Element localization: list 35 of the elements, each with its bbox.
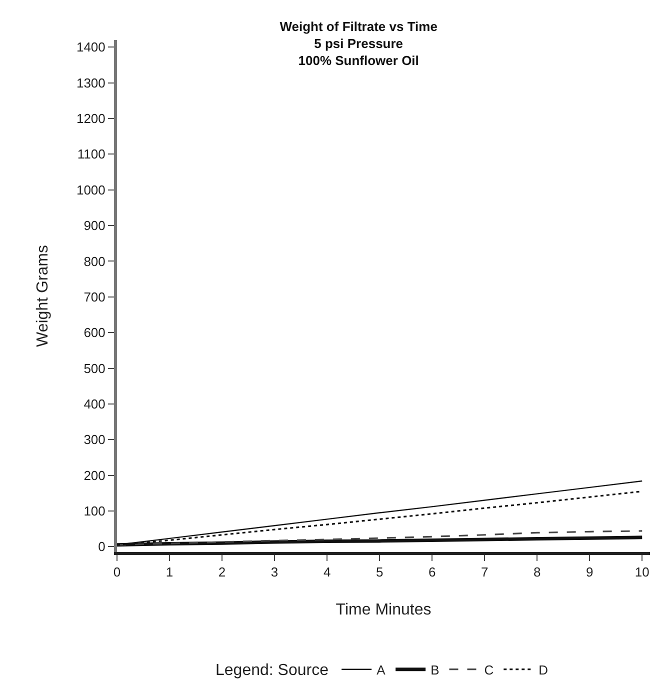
x-tick-label: 4 — [323, 564, 331, 580]
y-tick-label: 100 — [84, 504, 106, 519]
x-tick-label: 8 — [533, 564, 541, 580]
y-tick-label: 700 — [84, 289, 106, 304]
y-tick-label: 1100 — [77, 146, 106, 162]
x-tick-label: 2 — [218, 564, 226, 580]
x-axis-title: Time Minutes — [336, 601, 432, 618]
legend-label: A — [376, 662, 386, 678]
y-tick-label: 800 — [84, 254, 106, 269]
y-tick-label: 1000 — [76, 182, 106, 198]
x-tick-label: 5 — [376, 564, 384, 580]
x-tick-label: 3 — [270, 564, 278, 580]
y-tick-label: 1400 — [76, 40, 106, 55]
chart-title: Weight of Filtrate vs Time 5 psi Pressure 100% Sunflower Oil — [280, 18, 438, 68]
y-tick-label: 600 — [84, 325, 106, 340]
y-tick-label: 1300 — [76, 75, 106, 90]
y-tick-label: 900 — [84, 218, 106, 234]
legend-title: Legend: Source — [216, 662, 329, 680]
x-tick-label: 0 — [113, 564, 121, 580]
legend-label: C — [484, 662, 494, 678]
x-tick-label: 9 — [586, 564, 594, 580]
y-axis-title: Weight Grams — [34, 245, 52, 347]
x-tick-label: 6 — [428, 564, 436, 580]
line-series — [117, 530, 643, 546]
y-tick-label: 0 — [98, 539, 106, 554]
y-tick-label: 1200 — [76, 111, 106, 126]
x-tick-label: 7 — [480, 564, 488, 580]
legend-label: D — [538, 662, 548, 678]
y-tick-label: 400 — [84, 396, 106, 412]
x-tick-label: 10 — [634, 564, 650, 580]
legend-label: B — [430, 662, 440, 678]
x-tick-label: 1 — [166, 564, 174, 580]
y-tick-label: 500 — [84, 360, 106, 376]
y-tick-label: 200 — [84, 468, 106, 483]
y-tick-label: 300 — [84, 432, 106, 448]
